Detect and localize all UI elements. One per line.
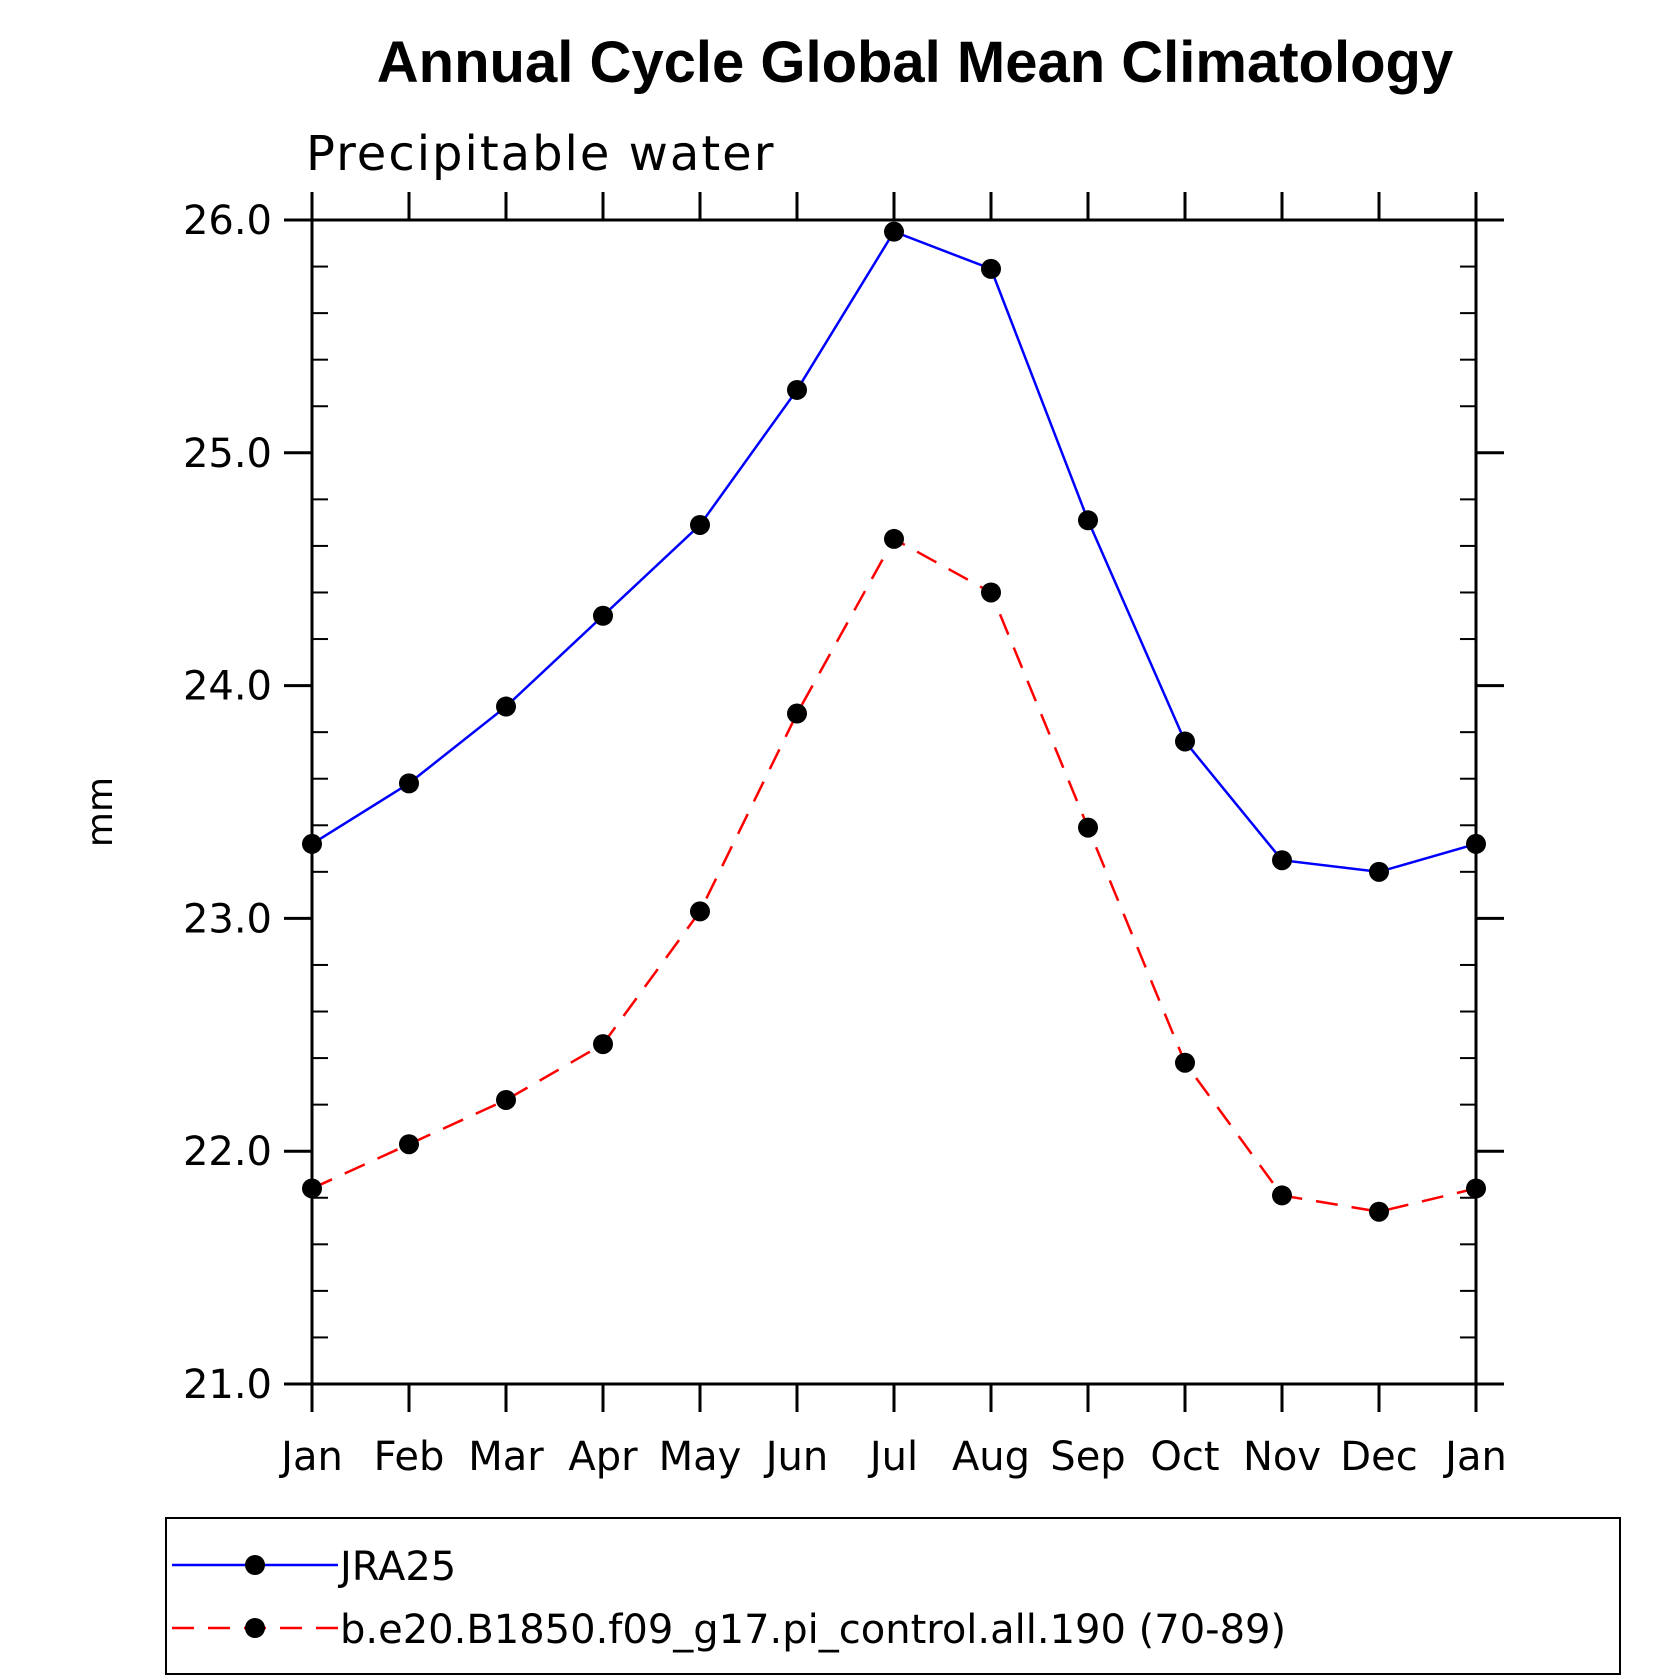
y-tick-label: 25.0 <box>183 431 272 477</box>
data-point-0-8 <box>1078 510 1098 531</box>
x-tick-label: Aug <box>952 1434 1030 1480</box>
data-point-1-1 <box>399 1134 419 1155</box>
data-point-1-10 <box>1272 1185 1292 1206</box>
data-point-0-2 <box>496 696 516 717</box>
x-tick-label: Oct <box>1150 1434 1219 1480</box>
plot-frame <box>310 218 1478 1386</box>
legend-entries: JRA25 b.e20.B1850.f09_g17.pi_control.all.… <box>172 1544 1286 1653</box>
x-tick-label: Nov <box>1243 1434 1321 1480</box>
legend <box>165 1517 1621 1675</box>
data-point-0-6 <box>884 221 904 242</box>
data-point-1-2 <box>496 1089 516 1110</box>
series-line-0 <box>311 230 1477 874</box>
data-point-0-12 <box>1466 833 1486 854</box>
data-point-1-6 <box>884 528 904 549</box>
data-point-1-3 <box>593 1034 613 1055</box>
data-point-0-3 <box>593 605 613 626</box>
data-point-0-7 <box>981 258 1001 279</box>
legend-marker-1 <box>245 1618 265 1638</box>
data-point-1-4 <box>690 901 710 922</box>
x-tick-label: Mar <box>468 1434 544 1480</box>
y-tick-label: 22.0 <box>183 1129 272 1175</box>
data-point-0-5 <box>787 379 807 400</box>
data-point-1-8 <box>1078 817 1098 838</box>
data-point-0-9 <box>1175 731 1195 752</box>
x-tick-labels: Jan Feb Mar Apr May Jun Jul Aug Sep Oct Nov Dec Jan <box>278 1434 1507 1480</box>
y-tick-label: 21.0 <box>183 1362 272 1408</box>
x-tick-label: Jan <box>278 1434 343 1480</box>
y-tick-label: 24.0 <box>183 664 272 710</box>
data-point-1-0 <box>302 1178 322 1199</box>
chart-title: Annual Cycle Global Mean Climatology <box>377 30 1453 95</box>
axis-ticks <box>284 192 1504 1412</box>
data-point-0-0 <box>302 833 322 854</box>
data-point-1-11 <box>1369 1201 1389 1222</box>
y-tick-label: 26.0 <box>183 198 272 244</box>
x-tick-label: Dec <box>1340 1434 1417 1480</box>
chart-subtitle: Precipitable water <box>306 126 775 182</box>
x-tick-label: Sep <box>1050 1434 1125 1480</box>
x-tick-label: Jul <box>867 1434 918 1480</box>
x-tick-label: Jun <box>763 1434 829 1480</box>
y-axis-label: mm <box>80 777 121 847</box>
series-line-1 <box>311 537 1477 1214</box>
x-tick-label: Jan <box>1442 1434 1507 1480</box>
data-point-1-12 <box>1466 1178 1486 1199</box>
x-tick-label: Feb <box>374 1434 445 1480</box>
x-tick-label: Apr <box>568 1434 638 1480</box>
data-point-1-7 <box>981 582 1001 603</box>
legend-marker-0 <box>245 1555 265 1575</box>
series-lines <box>311 230 1477 1214</box>
x-tick-label: May <box>659 1434 742 1480</box>
y-tick-labels: 21.0 22.0 23.0 24.0 25.0 26.0 <box>183 198 272 1408</box>
series-markers <box>302 221 1486 1222</box>
data-point-1-5 <box>787 703 807 724</box>
data-point-0-10 <box>1272 850 1292 871</box>
data-point-0-4 <box>690 514 710 535</box>
data-point-0-1 <box>399 773 419 794</box>
data-point-0-11 <box>1369 861 1389 882</box>
data-point-1-9 <box>1175 1052 1195 1073</box>
y-tick-label: 23.0 <box>183 896 272 942</box>
legend-label-0: JRA25 <box>337 1544 456 1590</box>
legend-label-1: b.e20.B1850.f09_g17.pi_control.all.190 (… <box>340 1607 1286 1653</box>
